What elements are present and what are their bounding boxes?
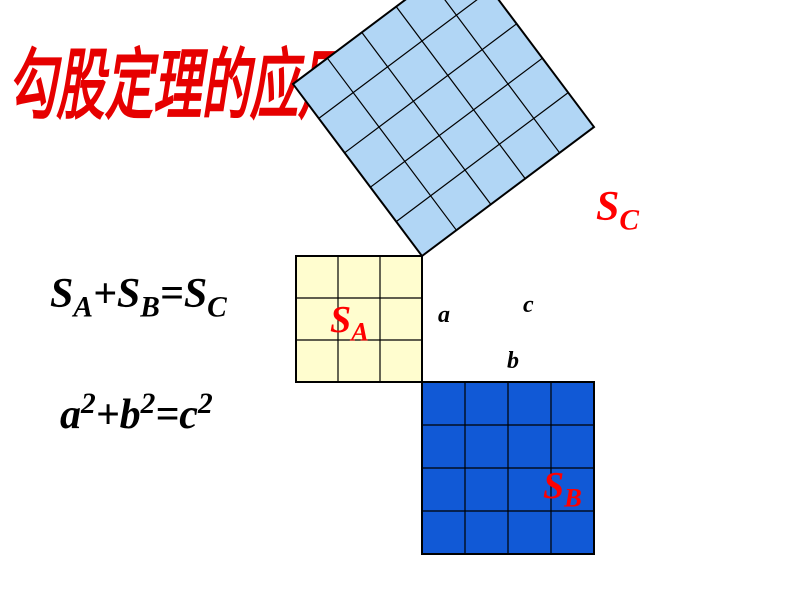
label-sc: SC [596,183,639,237]
sym-S: S [543,465,564,507]
sub-B: B [564,483,582,513]
square-c [293,0,594,256]
side-label-a: a [438,302,450,329]
label-sb: SB [543,464,582,514]
sub-A: A [351,317,369,347]
sym-S: S [330,299,351,341]
side-label-c: c [523,292,534,319]
label-sa: SA [330,298,369,348]
side-label-b: b [507,348,519,375]
pythagoras-diagram [0,0,794,596]
sub-C: C [619,204,639,236]
sym-S: S [596,184,619,230]
